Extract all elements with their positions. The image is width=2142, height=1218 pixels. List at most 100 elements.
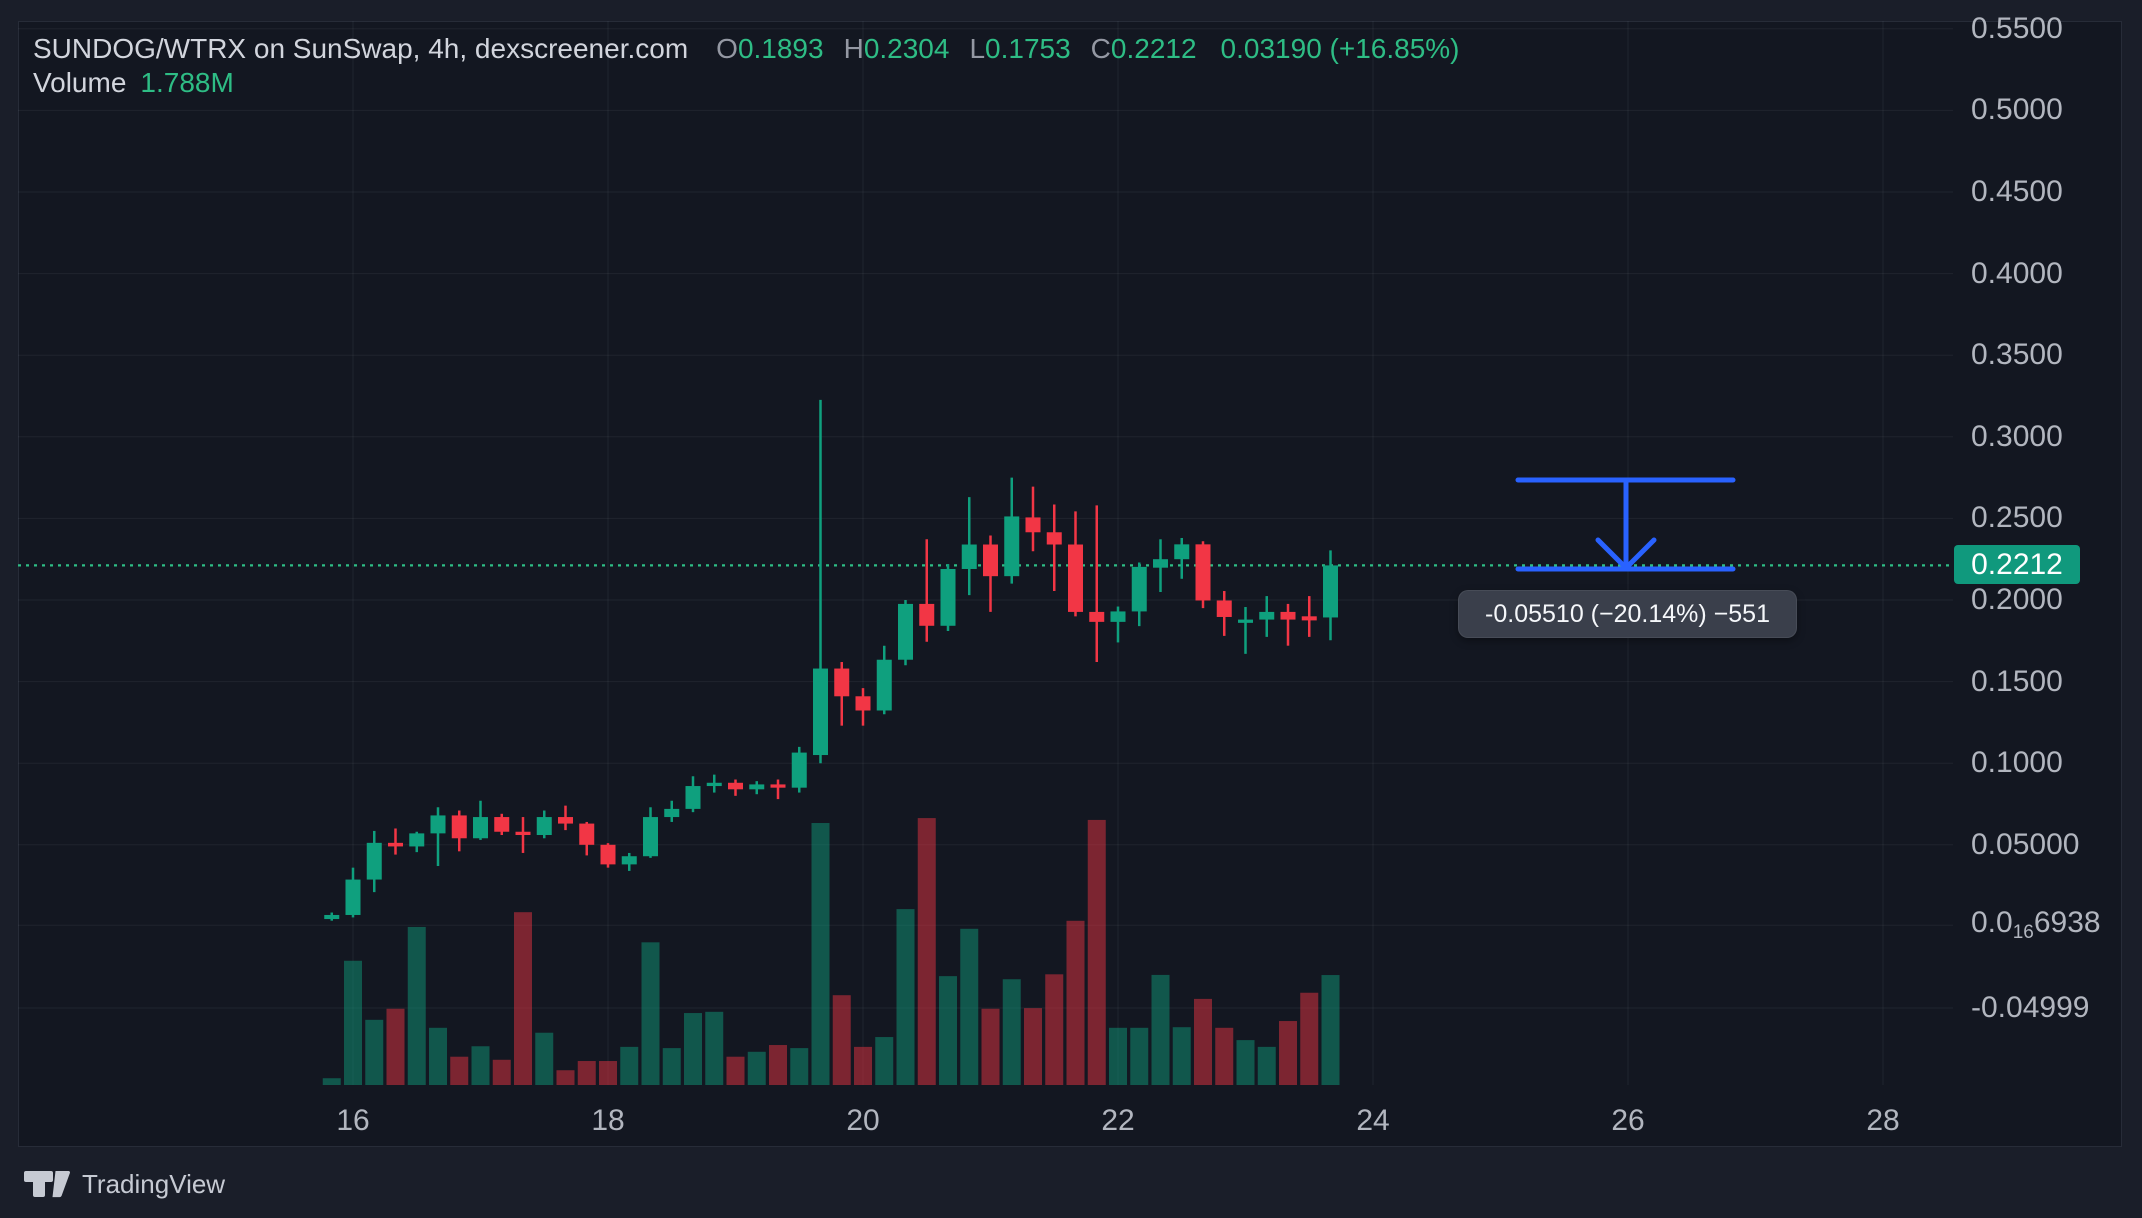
time-axis-label: 20 — [846, 1104, 880, 1137]
price-axis[interactable]: 0.5500 0.5000 0.4500 0.4000 0.3500 0.3000 0.25… — [1953, 12, 2123, 1103]
volume-bar — [917, 818, 936, 1085]
candle-body — [621, 856, 637, 865]
candle-body — [664, 808, 680, 818]
volume-bar — [386, 1008, 405, 1085]
volume-bar — [662, 1048, 681, 1085]
volume-bar — [514, 912, 532, 1085]
volume-bar — [769, 1045, 787, 1085]
volume-bar — [1109, 1027, 1127, 1085]
high-value: 0.2304 — [863, 33, 950, 64]
candle-body — [1025, 517, 1041, 533]
low-value: 0.1753 — [985, 33, 1071, 64]
measurement-drawing[interactable] — [1515, 477, 1736, 572]
time-axis-label: 24 — [1356, 1104, 1390, 1137]
candle-body — [430, 815, 446, 834]
candle-body — [473, 817, 488, 839]
volume-bar — [1172, 1027, 1191, 1085]
volume-bar — [875, 1037, 894, 1085]
open-label: O — [716, 33, 738, 64]
volume-bar — [577, 1061, 596, 1085]
volume-bar — [1087, 819, 1106, 1085]
price-axis-label: 0.4500 — [1971, 175, 2063, 208]
candle-body — [1323, 565, 1338, 618]
candle-body — [579, 823, 595, 845]
volume-bar — [1194, 998, 1212, 1085]
current-price-badge[interactable]: 0.2212 — [1954, 545, 2080, 585]
open-value: 0.1893 — [737, 33, 824, 64]
volume-bars — [322, 818, 1340, 1085]
volume-bar — [492, 1059, 511, 1085]
volume-legend[interactable]: Volume 1.788M — [33, 66, 234, 100]
candle-body — [961, 544, 977, 569]
volume-bar — [1257, 1046, 1276, 1085]
candle-body — [1195, 544, 1211, 601]
time-axis[interactable]: 16 18 20 22 24 26 28 — [18, 1103, 2122, 1147]
candle-body — [791, 752, 807, 788]
price-axis-label: 0.3500 — [1971, 338, 2063, 372]
candle-body — [324, 914, 340, 920]
volume-bar — [896, 909, 915, 1085]
volume-bar — [1321, 975, 1340, 1085]
candle-body — [1238, 619, 1253, 623]
candle-body — [898, 603, 913, 660]
volume-label: Volume — [33, 67, 127, 98]
candle-body — [1153, 559, 1168, 568]
volume-bar — [429, 1027, 447, 1085]
price-axis-label: 0.05000 — [1971, 827, 2080, 861]
volume-bar — [620, 1046, 639, 1085]
price-axis-label: 0.1000 — [1971, 746, 2063, 780]
volume-bar — [726, 1056, 745, 1085]
volume-bar — [1066, 920, 1085, 1085]
volume-bar — [322, 1078, 341, 1085]
low-label: L — [969, 33, 986, 64]
candle-body — [558, 817, 573, 824]
candle-body — [749, 784, 765, 790]
candle-body — [685, 786, 701, 809]
volume-bar — [365, 1019, 384, 1085]
candle-body — [919, 603, 935, 626]
candle-body — [834, 668, 850, 697]
volume-bar — [407, 926, 426, 1085]
volume-bar — [705, 1011, 724, 1085]
volume-bar — [939, 976, 957, 1085]
candle-body — [940, 568, 956, 626]
time-axis-label: 22 — [1101, 1104, 1135, 1137]
candle-body — [1174, 544, 1190, 560]
change-value: 0.03190 (+16.85%) — [1220, 33, 1460, 64]
time-axis-label: 16 — [336, 1104, 370, 1137]
price-axis-label: 0.3000 — [1971, 419, 2063, 453]
candle-body — [1089, 611, 1105, 622]
candles — [324, 399, 1338, 921]
volume-bar — [344, 960, 362, 1085]
candle-body — [494, 817, 510, 832]
price-axis-label: 0.2000 — [1971, 583, 2063, 616]
symbol-title: SUNDOG/WTRX on SunSwap, 4h, dexscreener.… — [33, 33, 689, 64]
time-axis-label: 18 — [591, 1104, 625, 1137]
volume-bar — [854, 1046, 872, 1085]
price-axis-label: -0.04999 — [1971, 990, 2090, 1024]
candle-body — [536, 817, 552, 836]
candle-body — [1259, 611, 1275, 620]
volume-bar — [747, 1051, 766, 1085]
candle-body — [366, 842, 382, 880]
candle-body — [1004, 516, 1020, 577]
symbol-legend[interactable]: SUNDOG/WTRX on SunSwap, 4h, dexscreener.… — [33, 32, 1460, 66]
price-axis-label: 0.0166938 — [1971, 906, 2101, 944]
candle-body — [876, 659, 892, 711]
volume-bar — [556, 1070, 575, 1085]
arrow-down-icon — [1595, 537, 1657, 571]
volume-bar — [641, 942, 660, 1085]
volume-bar — [450, 1056, 469, 1085]
candle-body — [515, 831, 531, 836]
volume-bar — [599, 1061, 617, 1085]
candle-body — [388, 842, 403, 847]
candle-body — [1301, 616, 1317, 621]
tradingview-brand-text[interactable]: TradingView — [82, 1168, 226, 1199]
candle-body — [345, 879, 361, 915]
volume-bar — [832, 995, 851, 1085]
volume-bar — [471, 1046, 490, 1085]
volume-bar — [1151, 974, 1170, 1085]
tradingview-logo-icon[interactable] — [24, 1166, 70, 1202]
